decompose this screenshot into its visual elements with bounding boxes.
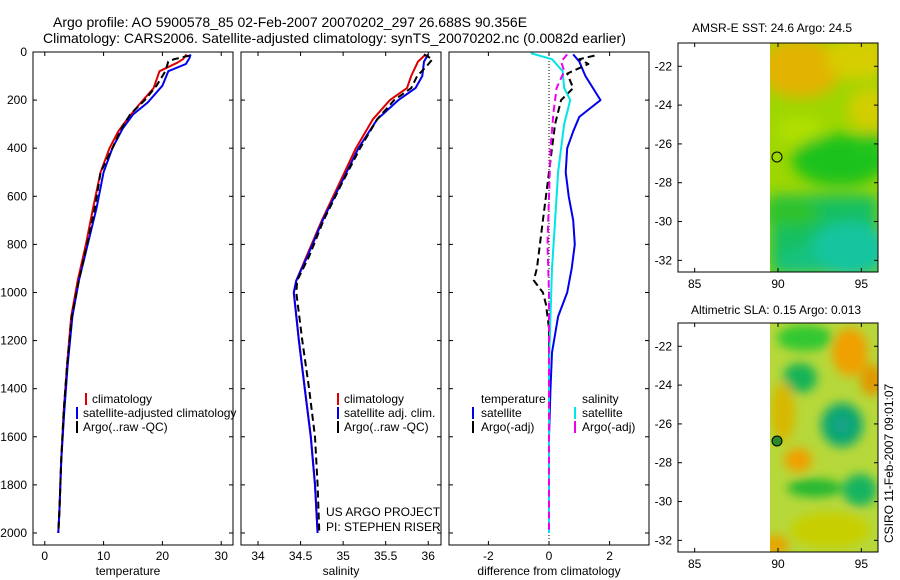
series-line-temperature-argo-adj [532, 54, 595, 533]
x-tick-label: 2 [606, 549, 613, 563]
series-line-salinity-argo-adj [546, 53, 568, 533]
series-line-satellite-adj-clim [292, 53, 430, 534]
legend-label-climatology: climatology [344, 392, 404, 406]
legend-label-satellite: satellite-adjusted climatology [83, 406, 236, 420]
difference-legend: temperature satellite Argo(-adj) salinit… [472, 392, 635, 434]
legend-label-argo: Argo(..raw -QC) [83, 420, 168, 434]
x-tick-label: 0 [546, 549, 553, 563]
map-y-tick-label: -28 [655, 176, 673, 190]
y-tick-label: 1600 [0, 430, 27, 444]
y-tick-label: 400 [7, 141, 27, 155]
map-y-tick-label: -32 [655, 533, 673, 547]
legend-label-argo: Argo(..raw -QC) [344, 420, 429, 434]
map-x-tick-label: 90 [771, 557, 785, 571]
salinity-legend: climatology satellite adj. clim. Argo(..… [326, 392, 441, 534]
x-tick-label: 35.5 [374, 549, 398, 563]
x-axis-label: difference from climatology [477, 564, 620, 578]
pi-credit: PI: STEPHEN RISER [326, 520, 441, 534]
sst-map-axes: 85 90 95 -22 -24 -26 -28 -30 -32 [655, 42, 879, 291]
y-tick-label: 1400 [0, 382, 27, 396]
legend-header-temperature: temperature [481, 392, 546, 406]
x-tick-label: 36 [422, 549, 436, 563]
sla-map-axes: 85 90 95 -22 -24 -26 -28 -30 -32 [655, 322, 879, 571]
series-line-argo-raw-qc [57, 54, 190, 534]
x-tick-label: 10 [97, 549, 111, 563]
y-tick-label: 600 [7, 189, 27, 203]
timestamp-label: CSIRO 11-Feb-2007 09:01:07 [882, 383, 896, 543]
legend-label-satellite: satellite adj. clim. [344, 406, 435, 420]
map-y-tick-label: -24 [655, 378, 673, 392]
y-tick-label: 200 [7, 93, 27, 107]
y-tick-label: 1200 [0, 334, 27, 348]
x-tick-label: 20 [156, 549, 170, 563]
y-tick-label: 0 [20, 45, 27, 59]
map-y-tick-label: -26 [655, 417, 673, 431]
temperature-plot: 0 10 20 30 0 200 400 600 800 1000 1200 1400 1600 1800… [0, 45, 234, 578]
map-y-tick-label: -26 [655, 137, 673, 151]
map-y-tick-label: -28 [655, 456, 673, 470]
map-y-tick-label: -32 [655, 253, 673, 267]
salinity-plot: 34 34.5 35 35.5 36 salinity [240, 51, 442, 578]
x-tick-label: -2 [483, 549, 494, 563]
legend-label-temp-argo: Argo(-adj) [481, 420, 534, 434]
x-axis-label: salinity [323, 564, 360, 578]
legend-label-sal-satellite: satellite [582, 406, 623, 420]
plot-frame [32, 51, 234, 546]
series-line-argo-raw-qc [295, 53, 434, 534]
map-y-tick-label: -22 [655, 59, 673, 73]
y-tick-label: 2000 [0, 526, 27, 540]
sla-map-title: Altimetric SLA: 0.15 Argo: 0.013 [691, 303, 861, 317]
y-tick-label: 800 [7, 237, 27, 251]
project-credit: US ARGO PROJECT [326, 505, 441, 519]
sst-argo-marker [771, 151, 783, 163]
sla-map-field [770, 323, 878, 552]
x-tick-label: 30 [215, 549, 229, 563]
map-y-tick-label: -22 [655, 339, 673, 353]
series-line-salinity-satellite [530, 52, 572, 533]
y-tick-label: 1000 [0, 285, 27, 299]
map-x-tick-label: 90 [771, 277, 785, 291]
map-x-tick-label: 85 [688, 557, 702, 571]
sst-map-title: AMSR-E SST: 24.6 Argo: 24.5 [692, 21, 852, 35]
x-tick-label: 35 [336, 549, 350, 563]
sla-argo-marker [771, 435, 783, 447]
plot-frame [240, 51, 442, 546]
map-y-tick-label: -30 [655, 495, 673, 509]
y-tick-label: 1800 [0, 478, 27, 492]
sst-map-field [770, 43, 878, 272]
legend-header-salinity: salinity [582, 392, 619, 406]
map-x-tick-label: 85 [688, 277, 702, 291]
map-y-tick-label: -30 [655, 215, 673, 229]
series-line-temperature-satellite [548, 53, 602, 533]
series-line-satellite-adjusted-climatology [57, 54, 192, 534]
temperature-legend: climatology satellite-adjusted climatolo… [76, 392, 236, 434]
map-x-tick-label: 95 [855, 277, 869, 291]
legend-label-sal-argo: Argo(-adj) [582, 420, 635, 434]
map-y-tick-label: -24 [655, 98, 673, 112]
figure-title-line2: Climatology: CARS2006. Satellite-adjuste… [43, 30, 626, 46]
legend-label-climatology: climatology [92, 392, 152, 406]
x-axis-label: temperature [96, 564, 161, 578]
x-tick-label: 0 [41, 549, 48, 563]
legend-label-temp-satellite: satellite [481, 406, 522, 420]
figure-title-line1: Argo profile: AO 5900578_85 02-Feb-2007 … [53, 14, 527, 30]
map-x-tick-label: 95 [855, 557, 869, 571]
x-tick-label: 34 [251, 549, 265, 563]
x-tick-label: 34.5 [289, 549, 313, 563]
